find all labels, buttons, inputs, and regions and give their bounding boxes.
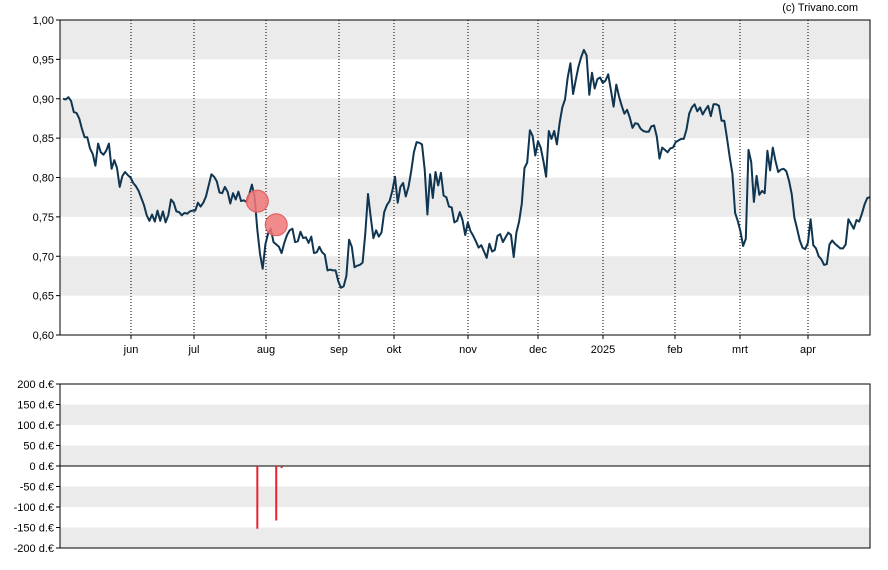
price-y-tick-label: 0,75 — [33, 212, 54, 224]
price-band — [60, 98, 870, 139]
month-tick-label: nov — [459, 344, 477, 356]
volume-bands — [60, 404, 870, 548]
volume-y-tick-label: 100 d.€ — [17, 420, 54, 432]
volume-band — [60, 486, 870, 507]
trade-marker — [245, 189, 269, 213]
volume-frame — [59, 383, 871, 549]
price-y-tick-label: 0,85 — [33, 133, 54, 145]
month-tick-label: 2025 — [591, 344, 615, 356]
volume-y-ticks: 200 d.€ 150 d.€ 100 d.€ 50 d.€ 0 d.€ -50 d.€ -… — [14, 379, 60, 555]
price-y-tick-label: 0,60 — [33, 330, 54, 342]
price-band — [60, 20, 870, 60]
month-tick-label: jul — [187, 344, 199, 356]
trade-marker — [264, 213, 288, 237]
volume-bars — [256, 466, 283, 529]
volume-y-tick-label: 200 d.€ — [17, 379, 54, 391]
month-tick-label: apr — [800, 344, 816, 356]
price-y-tick-label: 0,95 — [33, 54, 54, 66]
price-band — [60, 177, 870, 217]
price-y-tick-label: 0,70 — [33, 251, 54, 263]
volume-band — [60, 527, 870, 548]
month-tick-label: aug — [257, 344, 275, 356]
volume-y-tick-label: 0 d.€ — [30, 461, 54, 473]
month-tick-label: dec — [529, 344, 547, 356]
price-frame — [59, 19, 871, 336]
volume-y-tick-label: -200 d.€ — [14, 543, 54, 555]
month-x-ticks: jun jul aug sep okt nov dec 2025 feb mrt apr — [123, 335, 816, 356]
volume-band — [60, 445, 870, 466]
price-y-tick-label: 0,80 — [33, 173, 54, 185]
trade-markers — [245, 189, 288, 237]
volume-band — [60, 404, 870, 425]
volume-y-tick-label: 50 d.€ — [23, 441, 54, 453]
volume-y-tick-label: -100 d.€ — [14, 502, 54, 514]
copyright-label: (c) Trivano.com — [782, 2, 858, 14]
volume-y-tick-label: -150 d.€ — [14, 523, 54, 535]
month-tick-label: okt — [387, 344, 402, 356]
price-line — [62, 48, 871, 289]
price-band — [60, 256, 870, 296]
month-tick-label: feb — [667, 344, 682, 356]
volume-y-tick-label: -50 d.€ — [20, 482, 54, 494]
price-y-tick-label: 0,90 — [33, 94, 54, 106]
price-y-tick-label: 1,00 — [33, 15, 54, 27]
volume-y-tick-label: 150 d.€ — [17, 400, 54, 412]
month-tick-label: sep — [330, 344, 348, 356]
price-y-tick-label: 0,65 — [33, 291, 54, 303]
month-tick-label: mrt — [732, 344, 748, 356]
month-tick-label: jun — [123, 344, 139, 356]
price-y-ticks: 1,00 0,95 0,90 0,85 0,80 0,75 0,70 0,65 0,60 — [33, 15, 60, 342]
